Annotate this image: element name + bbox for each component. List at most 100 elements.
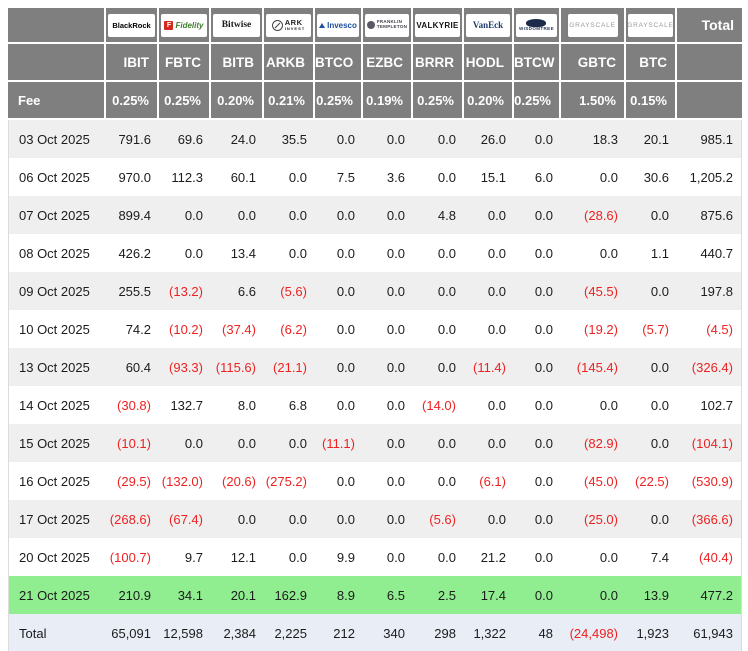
grayscale-mini-logo-text: GRAYSCALE [627,21,674,29]
flow-value-cell: 899.4 [118,207,151,223]
blackrock-logo: BlackRock [108,13,155,37]
flow-value-cell: 0.0 [487,435,506,451]
grayscale-logo-text: GRAYSCALE [569,21,616,29]
flow-value-cell: 0.0 [386,321,405,337]
provider-logo-row: BlackRock F Fidelity Bitwise ARK [8,8,742,44]
flow-value-cell: 6.6 [237,283,256,299]
flow-value-cell: 0.0 [288,435,307,451]
fee-row-label: Fee [8,82,106,120]
ark-circle-icon [271,19,283,31]
flow-value-cell: 0.0 [487,511,506,527]
date-cell: 13 Oct 2025 [8,348,106,386]
flow-value-cell: (115.6) [215,359,256,375]
ticker-btco: BTCO [315,44,363,82]
franklin-logo-line2: TEMPLETON [376,24,408,29]
flow-value-cell: (5.7) [642,321,669,337]
bitwise-logo: Bitwise [213,13,260,37]
flow-value-cell: 0.0 [650,397,669,413]
flow-value-cell: 0.0 [237,435,256,451]
flow-value-cell: (268.6) [109,511,151,527]
fidelity-f-icon: F [164,20,174,30]
row-total-cell: 477.2 [677,576,742,614]
flow-value-cell: 0.0 [336,131,355,147]
etf-flow-table: BlackRock F Fidelity Bitwise ARK [8,8,742,651]
flow-value-cell: 0.0 [386,397,405,413]
flow-value-cell: (25.0) [584,511,618,527]
flow-value-cell: 24.0 [230,131,256,147]
flow-value-cell: 30.6 [643,169,669,185]
flow-value-cell: (37.4) [222,321,256,337]
row-total-cell: (326.4) [677,348,742,386]
flow-value-cell: 7.5 [336,169,355,185]
provider-cell-franklin: FRANKLIN TEMPLETON [363,8,413,44]
table-row: 20 Oct 2025 (100.7) 9.7 12.1 0.0 9.9 0.0… [8,538,742,576]
flow-value-cell: 970.0 [118,169,151,185]
flow-value-cell: (45.0) [584,473,618,489]
flow-value-cell: 255.5 [118,283,151,299]
flow-value-cell: 0.0 [650,435,669,451]
flow-value-cell: 17.4 [480,587,506,603]
row-total-cell: (40.4) [677,538,742,576]
flow-value-cell: 426.2 [118,245,151,261]
flow-value-cell: 18.3 [592,131,618,147]
flow-value-cell: 9.9 [336,549,355,565]
flow-value-cell: 0.0 [534,207,553,223]
grand-total-cell: 61,943 [677,614,742,651]
flow-value-cell: 21.2 [480,549,506,565]
flow-value-cell: 13.9 [643,587,669,603]
column-total-cell: 12,598 [163,625,203,641]
flow-value-cell: 0.0 [237,207,256,223]
flow-value-cell: 0.0 [650,283,669,299]
flow-value-cell: 0.0 [599,549,618,565]
ark-logo-line1: ARK [284,17,303,27]
wisdomtree-logo: WISDOMTREE [515,13,558,37]
fee-brrr: 0.25% [413,82,464,120]
flow-value-cell: 0.0 [599,587,618,603]
flow-value-cell: 0.0 [184,435,203,451]
table-row: 14 Oct 2025 (30.8) 132.7 8.0 6.8 0.0 0.0… [8,386,742,424]
ticker-fbtc: FBTC [159,44,211,82]
flow-value-cell: (45.5) [584,283,618,299]
flow-value-cell: 0.0 [599,169,618,185]
flow-value-cell: 0.0 [650,359,669,375]
ticker-ibit: IBIT [106,44,159,82]
table-row: 06 Oct 2025 970.0 112.3 60.1 0.0 7.5 3.6… [8,158,742,196]
franklin-logo-line1: FRANKLIN [376,19,403,25]
fee-btco: 0.25% [315,82,363,120]
fee-arkb: 0.21% [264,82,315,120]
flow-value-cell: 0.0 [437,549,456,565]
ticker-btc: BTC [626,44,677,82]
bitwise-logo-text: Bitwise [221,20,252,30]
fee-btcw: 0.25% [514,82,561,120]
ticker-row-blank [8,44,106,82]
flow-value-cell: (29.5) [117,473,151,489]
table-row: 07 Oct 2025 899.4 0.0 0.0 0.0 0.0 0.0 4.… [8,196,742,234]
flow-value-cell: 791.6 [118,131,151,147]
flow-value-cell: 6.8 [288,397,307,413]
flow-value-cell: 0.0 [650,511,669,527]
flow-value-cell: (93.3) [169,359,203,375]
total-row-label: Total [8,614,106,651]
date-cell: 07 Oct 2025 [8,196,106,234]
flow-value-cell: 0.0 [288,511,307,527]
table-row: 16 Oct 2025 (29.5) (132.0) (20.6) (275.2… [8,462,742,500]
fee-bitb: 0.20% [211,82,264,120]
column-total-cell: 340 [383,625,405,641]
ticker-hodl: HODL [464,44,514,82]
column-total-cell: (24,498) [569,625,618,641]
flow-value-cell: (30.8) [117,397,151,413]
total-column-header: Total [677,8,742,44]
fee-fbtc: 0.25% [159,82,211,120]
flow-value-cell: 112.3 [171,169,203,185]
franklin-templeton-logo: FRANKLIN TEMPLETON [364,13,410,37]
table-row-highlighted: 21 Oct 2025 210.9 34.1 20.1 162.9 8.9 6.… [8,576,742,614]
table-row: 17 Oct 2025 (268.6) (67.4) 0.0 0.0 0.0 0… [8,500,742,538]
ticker-arkb: ARKB [264,44,315,82]
flow-value-cell: (82.9) [584,435,618,451]
franklin-circle-icon [366,21,375,29]
date-cell: 14 Oct 2025 [8,386,106,424]
flow-value-cell: 7.4 [650,549,669,565]
provider-cell-wisdomtree: WISDOMTREE [514,8,561,44]
flow-value-cell: 9.7 [184,549,203,565]
column-total-cell: 2,225 [274,625,307,641]
